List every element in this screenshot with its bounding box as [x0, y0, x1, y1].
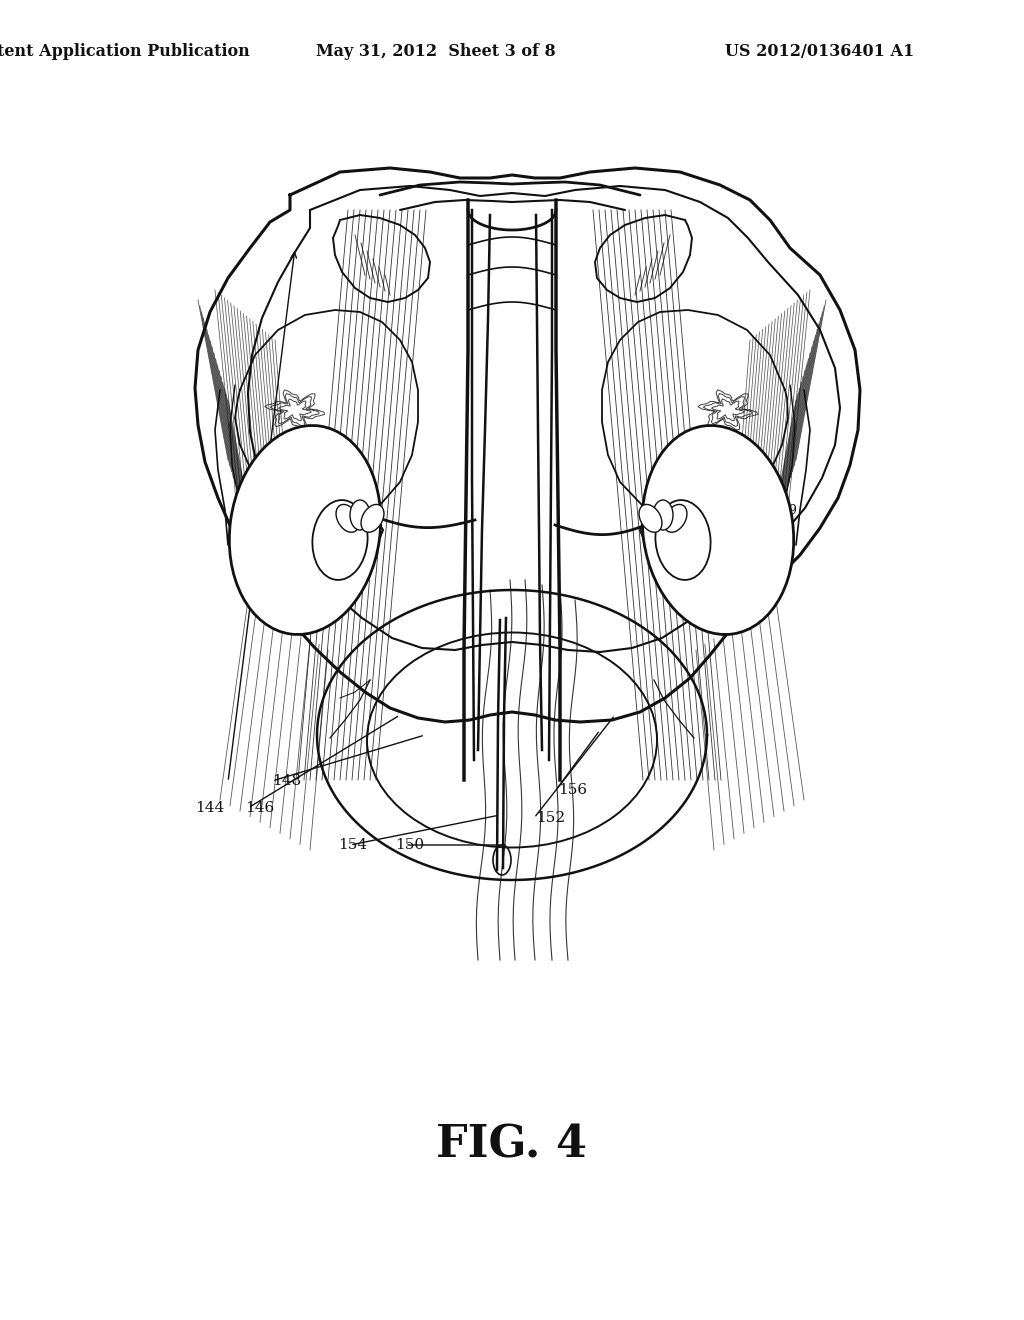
Text: Patent Application Publication: Patent Application Publication — [0, 44, 250, 61]
Ellipse shape — [642, 425, 794, 635]
Ellipse shape — [229, 425, 381, 635]
Ellipse shape — [336, 504, 359, 532]
Text: May 31, 2012  Sheet 3 of 8: May 31, 2012 Sheet 3 of 8 — [316, 44, 556, 61]
Ellipse shape — [664, 504, 687, 532]
Text: 150: 150 — [395, 838, 424, 851]
Text: 154: 154 — [338, 838, 368, 851]
Ellipse shape — [361, 504, 384, 532]
Text: 9: 9 — [788, 503, 796, 516]
Text: FIG. 4: FIG. 4 — [436, 1123, 588, 1167]
Text: 156: 156 — [558, 783, 587, 797]
Text: US 2012/0136401 A1: US 2012/0136401 A1 — [725, 44, 914, 61]
Ellipse shape — [653, 500, 673, 531]
Ellipse shape — [655, 500, 711, 579]
Ellipse shape — [350, 500, 370, 531]
Ellipse shape — [639, 504, 662, 532]
Text: 144: 144 — [195, 801, 224, 814]
Text: 146: 146 — [245, 801, 274, 814]
Text: 152: 152 — [536, 810, 565, 825]
Text: 148: 148 — [272, 774, 301, 788]
Ellipse shape — [312, 500, 368, 579]
